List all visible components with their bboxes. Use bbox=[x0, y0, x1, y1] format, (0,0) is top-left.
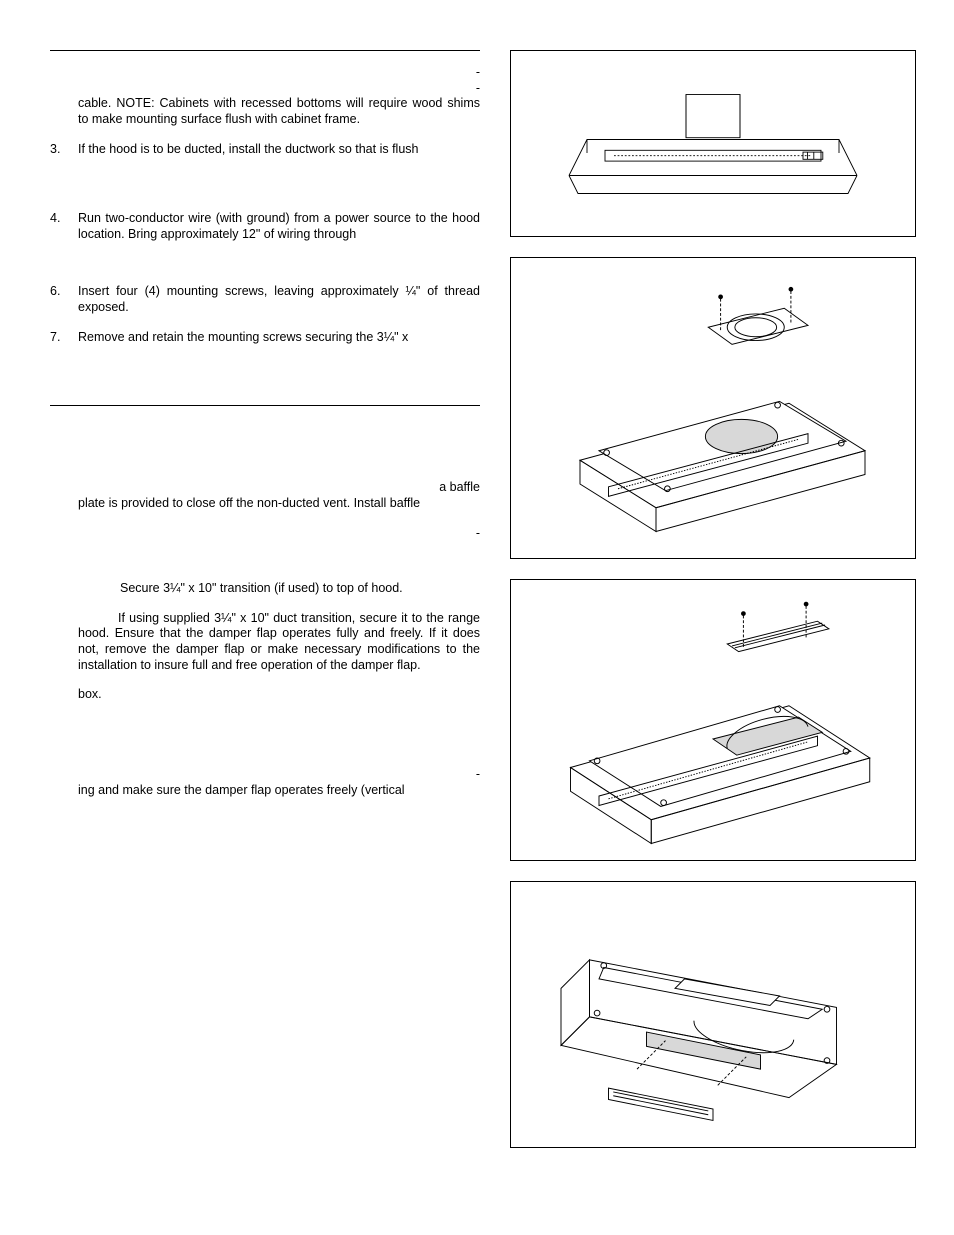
figure-3-box bbox=[510, 579, 916, 861]
step-7: 7. Remove and retain the mounting screws… bbox=[50, 330, 480, 346]
dash-line-1: - bbox=[78, 65, 480, 81]
figure-4-box bbox=[510, 881, 916, 1148]
dash-line-4: - bbox=[50, 767, 480, 783]
figure-1-hood-side bbox=[533, 64, 893, 224]
step-number: 6. bbox=[50, 284, 60, 300]
right-column bbox=[510, 50, 914, 1195]
baffle-text: plate is provided to close off the non-d… bbox=[78, 496, 420, 510]
step-unnumbered-cable: - - cable. NOTE: Cabinets with recessed … bbox=[50, 65, 480, 128]
secure-text: Secure 3¼" x 10" transition (if used) to… bbox=[120, 581, 403, 595]
section-divider-2 bbox=[50, 405, 480, 406]
figure-4-hood-rear-baffle bbox=[523, 892, 903, 1137]
baffle-paragraph: a baffle plate is provided to close off … bbox=[50, 480, 480, 511]
secure-transition-line: Secure 3¼" x 10" transition (if used) to… bbox=[50, 581, 480, 597]
box-text: box. bbox=[78, 687, 102, 701]
step-6: 6. Insert four (4) mounting screws, leav… bbox=[50, 284, 480, 315]
step-4: 4. Run two-conductor wire (with ground) … bbox=[50, 211, 480, 270]
figure-1-box bbox=[510, 50, 916, 237]
box-line: box. bbox=[50, 687, 480, 703]
page-root: - - cable. NOTE: Cabinets with recessed … bbox=[0, 0, 954, 1235]
step-text: Remove and retain the mounting screws se… bbox=[78, 330, 408, 344]
left-column: - - cable. NOTE: Cabinets with recessed … bbox=[50, 50, 480, 1195]
step-number: 4. bbox=[50, 211, 60, 227]
mount-tail-paragraph: ing and make sure the damper flap operat… bbox=[50, 783, 480, 799]
step-text: Insert four (4) mounting screws, leaving… bbox=[78, 284, 480, 314]
prep-steps-list: - - cable. NOTE: Cabinets with recessed … bbox=[50, 65, 480, 345]
mount-tail-text: ing and make sure the damper flap operat… bbox=[78, 783, 405, 797]
figure-2-hood-top-exploded bbox=[523, 268, 903, 548]
damper-text: If using supplied 3¼" x 10" duct transit… bbox=[78, 611, 480, 672]
step-3: 3. If the hood is to be ducted, install … bbox=[50, 142, 480, 198]
step-number: 7. bbox=[50, 330, 60, 346]
step-text: cable. NOTE: Cabinets with recessed bott… bbox=[78, 96, 480, 126]
section-divider-1 bbox=[50, 50, 480, 51]
figure-3-hood-baffle bbox=[523, 590, 903, 850]
step-text: Run two-conductor wire (with ground) fro… bbox=[78, 211, 480, 241]
dash-line-3: - bbox=[50, 526, 480, 542]
baffle-lead: a baffle bbox=[78, 480, 480, 496]
step-text: If the hood is to be ducted, install the… bbox=[78, 142, 418, 156]
dash-line-2: - bbox=[78, 81, 480, 97]
figure-2-box bbox=[510, 257, 916, 559]
damper-paragraph: If using supplied 3¼" x 10" duct transit… bbox=[50, 611, 480, 674]
step-number: 3. bbox=[50, 142, 60, 158]
